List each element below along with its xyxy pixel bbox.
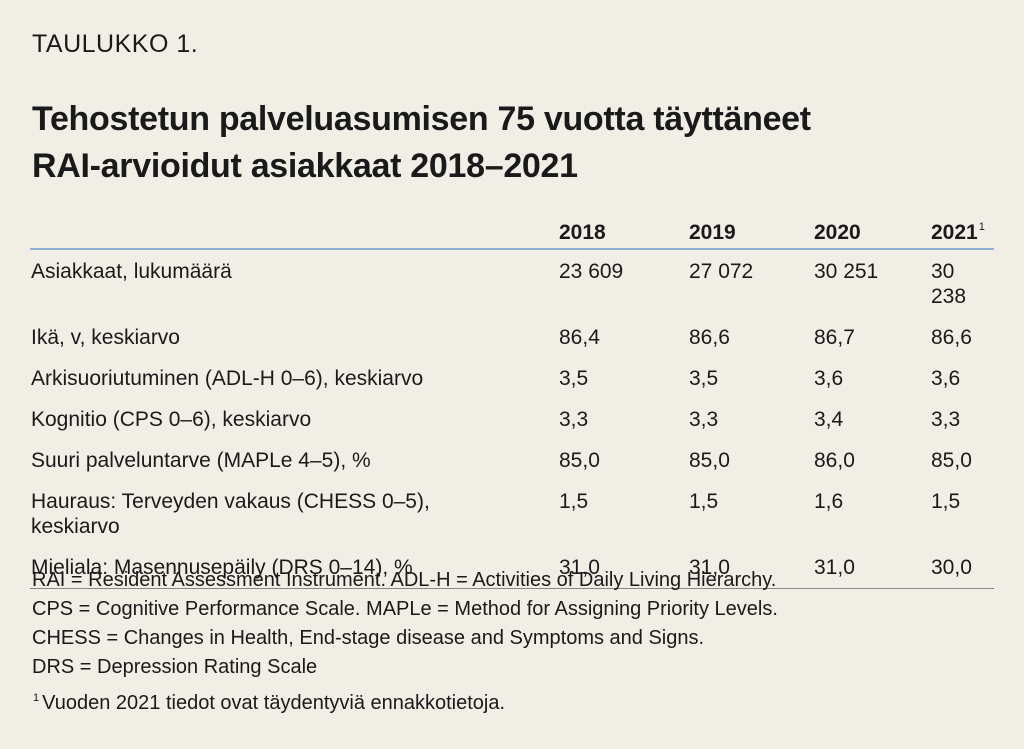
cell-value: 3,4 (814, 408, 844, 431)
header-empty (30, 213, 559, 249)
data-table: 2018 2019 2020 20211 Asiakkaat, lukumäär… (30, 213, 994, 589)
note-line: RAI = Resident Assessment Instrument. AD… (32, 569, 777, 591)
table-header-row: 2018 2019 2020 20211 (30, 213, 994, 249)
cell-value: 85,0 (931, 449, 972, 472)
cell-value: 30 251 (814, 260, 879, 283)
cell-value: 3,6 (814, 367, 844, 390)
abbreviation-notes: RAI = Resident Assessment Instrument. AD… (32, 566, 778, 682)
table-row: Ikä, v, keskiarvo 86,4 86,6 86,7 86,6 (30, 317, 994, 358)
cell-value: 86,4 (559, 326, 600, 349)
header-2020: 2020 (814, 221, 861, 244)
cell-value: 31,0 (559, 556, 600, 579)
cell-value: 3,5 (689, 367, 719, 390)
note-line: DRS = Depression Rating Scale (32, 656, 318, 678)
cell-value: 27 072 (689, 260, 754, 283)
cell-value: 85,0 (689, 449, 730, 472)
table-row: Hauraus: Terveyden vakaus (CHESS 0–5), k… (30, 481, 994, 547)
header-2021: 20211 (931, 221, 985, 244)
table-row: Arkisuoriutuminen (ADL-H 0–6), keskiarvo… (30, 358, 994, 399)
table-row: Asiakkaat, lukumäärä 23 609 27 072 30 25… (30, 249, 994, 317)
note-line: CHESS = Changes in Health, End-stage dis… (32, 627, 705, 649)
footnote-marker: 1 (33, 692, 40, 704)
row-label: Arkisuoriutuminen (ADL-H 0–6), keskiarvo (31, 367, 424, 390)
table-row: Suuri palveluntarve (MAPLe 4–5), % 85,0 … (30, 440, 994, 481)
cell-value: 1,5 (689, 490, 719, 513)
cell-value: 86,7 (814, 326, 855, 349)
cell-value: 3,3 (689, 408, 719, 431)
cell-value: 1,5 (931, 490, 961, 513)
header-2018: 2018 (559, 221, 606, 244)
cell-value: 31,0 (689, 556, 730, 579)
cell-value: 85,0 (559, 449, 600, 472)
table-row: Kognitio (CPS 0–6), keskiarvo 3,3 3,3 3,… (30, 399, 994, 440)
row-label: Mieliala: Masennusepäily (DRS 0–14), % (31, 556, 413, 579)
header-footnote-marker: 1 (978, 221, 985, 233)
cell-value: 30 238 (931, 260, 967, 308)
row-label: Hauraus: Terveyden vakaus (CHESS 0–5), k… (31, 490, 430, 538)
row-label: Kognitio (CPS 0–6), keskiarvo (31, 408, 312, 431)
row-label: Suuri palveluntarve (MAPLe 4–5), % (31, 449, 371, 472)
cell-value: 86,6 (931, 326, 972, 349)
row-label: Asiakkaat, lukumäärä (31, 260, 232, 283)
cell-value: 86,0 (814, 449, 855, 472)
header-2019: 2019 (689, 221, 736, 244)
title-line-2: RAI-arvioidut asiakkaat 2018–2021 (32, 147, 578, 185)
cell-value: 3,3 (559, 408, 589, 431)
cell-value: 30,0 (931, 556, 972, 579)
table-title: Tehostetun palveluasumisen 75 vuotta täy… (32, 96, 811, 190)
cell-value: 31,0 (814, 556, 855, 579)
title-line-1: Tehostetun palveluasumisen 75 vuotta täy… (32, 100, 811, 138)
cell-value: 3,6 (931, 367, 961, 390)
note-line: CPS = Cognitive Performance Scale. MAPLe… (32, 598, 778, 620)
footnote: 1 Vuoden 2021 tiedot ovat täydentyviä enn… (32, 692, 505, 715)
cell-value: 1,5 (559, 490, 589, 513)
cell-value: 3,3 (931, 408, 961, 431)
table-row: Mieliala: Masennusepäily (DRS 0–14), % 3… (30, 547, 994, 589)
cell-value: 3,5 (559, 367, 589, 390)
table-caption-label: TAULUKKO 1. (32, 30, 199, 58)
cell-value: 23 609 (559, 260, 624, 283)
row-label: Ikä, v, keskiarvo (31, 326, 180, 349)
cell-value: 86,6 (689, 326, 730, 349)
footnote-text: Vuoden 2021 tiedot ovat täydentyviä enna… (42, 692, 506, 714)
cell-value: 1,6 (814, 490, 844, 513)
